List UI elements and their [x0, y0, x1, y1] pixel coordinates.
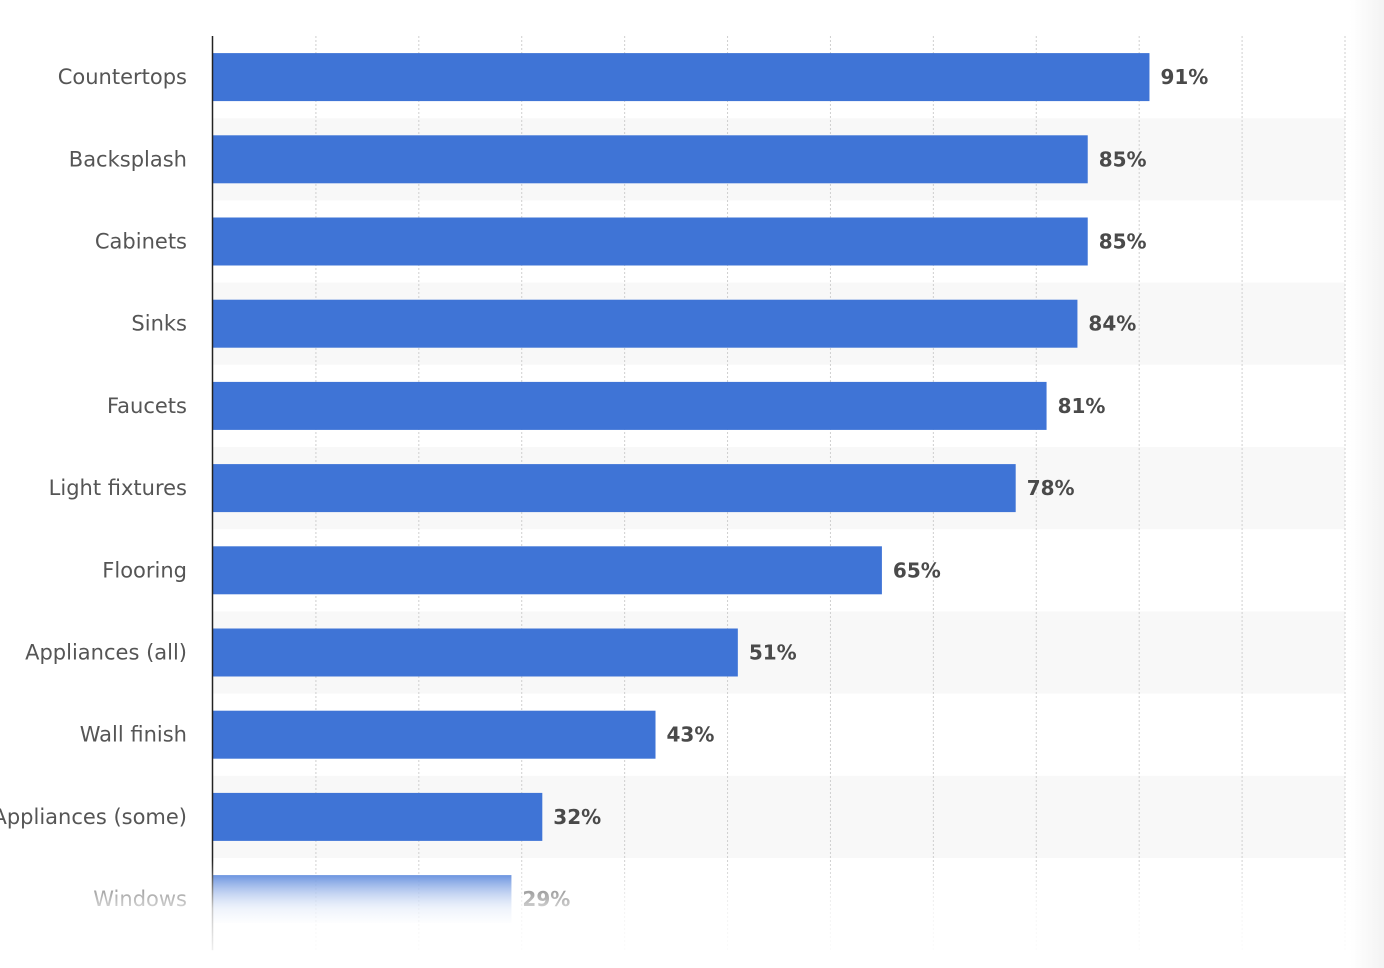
category-label: Wall finish — [80, 723, 187, 747]
category-label: Backsplash — [69, 147, 187, 171]
value-label: 32% — [553, 805, 601, 829]
category-label: Flooring — [102, 558, 187, 582]
value-label: 65% — [893, 558, 941, 582]
bar — [213, 792, 543, 841]
value-label: 91% — [1160, 65, 1208, 89]
category-label: Sinks — [131, 312, 187, 336]
bar — [213, 875, 512, 924]
value-label: 78% — [1027, 476, 1075, 500]
value-label: 84% — [1088, 312, 1136, 336]
category-label: Windows — [93, 887, 187, 911]
category-label: Appliances (all) — [25, 641, 187, 665]
bar — [213, 464, 1016, 513]
bar — [213, 135, 1088, 184]
bar — [213, 628, 738, 677]
bar — [213, 217, 1088, 266]
value-label: 29% — [522, 887, 570, 911]
value-label: 85% — [1099, 230, 1147, 254]
bar — [213, 546, 882, 595]
bar — [213, 381, 1047, 430]
category-label: Appliances (some) — [0, 805, 187, 829]
value-label: 85% — [1099, 147, 1147, 171]
category-label: Light fixtures — [49, 476, 187, 500]
category-label: Cabinets — [95, 230, 187, 254]
bar — [213, 710, 656, 759]
value-label: 81% — [1058, 394, 1106, 418]
value-label: 43% — [667, 723, 715, 747]
value-label: 51% — [749, 641, 797, 665]
category-label: Countertops — [58, 65, 187, 89]
category-label: Faucets — [107, 394, 187, 418]
bar — [213, 53, 1150, 102]
bar — [213, 299, 1078, 348]
